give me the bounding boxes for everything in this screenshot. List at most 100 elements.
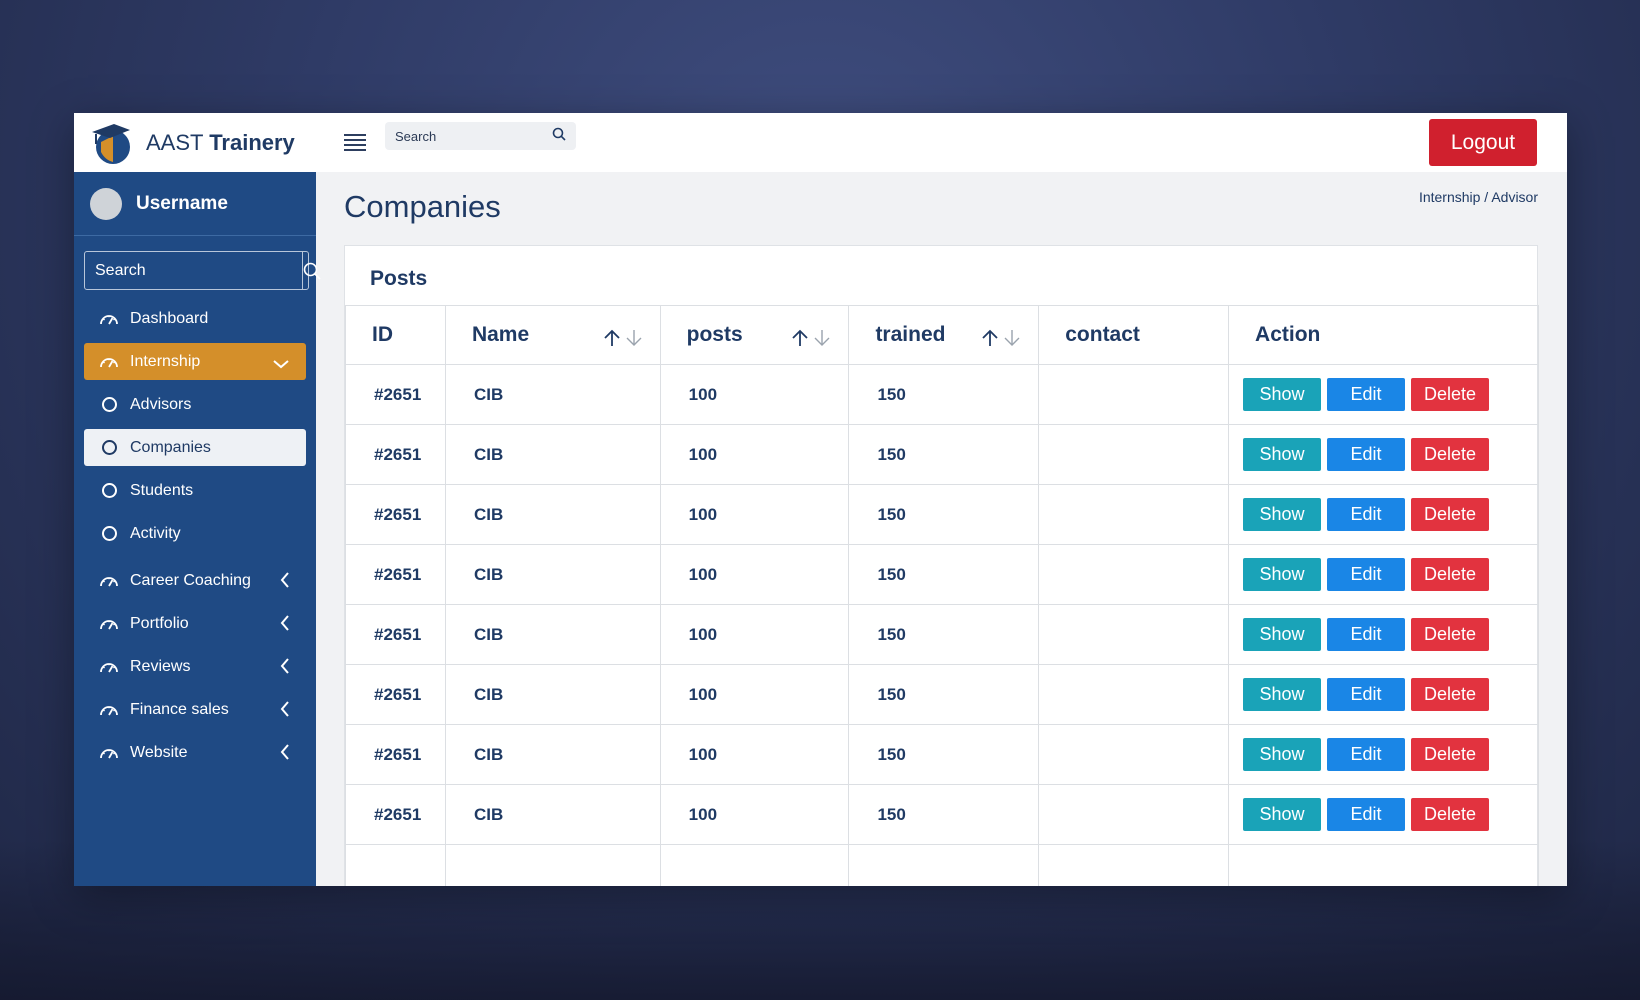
column-header-contact: contact	[1038, 305, 1230, 365]
search-icon	[303, 262, 321, 280]
sort-arrows-icon[interactable]	[790, 328, 832, 348]
hamburger-menu-icon[interactable]	[344, 131, 366, 151]
sidebar-item-companies[interactable]: Companies	[84, 429, 306, 466]
sidebar-item-students[interactable]: Students	[84, 472, 306, 509]
sidebar-item-career-coaching[interactable]: Career Coaching	[84, 562, 306, 599]
gauge-icon	[98, 355, 120, 369]
edit-button[interactable]: Edit	[1327, 618, 1406, 651]
edit-button[interactable]: Edit	[1327, 438, 1406, 471]
table-header-row: ID Name posts trained contact Action	[345, 305, 1539, 365]
sidebar-item-label: Advisors	[130, 395, 192, 413]
cell-actions: Show Edit Delete	[1228, 604, 1539, 665]
chevron-left-icon[interactable]	[280, 743, 290, 766]
chevron-left-icon[interactable]	[280, 571, 290, 594]
column-header-label: Name	[471, 323, 530, 346]
column-header-label: posts	[686, 323, 743, 346]
chevron-left-icon[interactable]	[280, 614, 290, 637]
table-row: #2651 CIB 100 150 Show Edit Delete	[345, 484, 1539, 545]
show-button[interactable]: Show	[1243, 498, 1322, 531]
avatar[interactable]	[90, 187, 122, 220]
table-row: #2651 CIB 100 150 Show Edit Delete	[345, 424, 1539, 485]
sidebar-item-activity[interactable]: Activity	[84, 515, 306, 552]
chevron-down-icon[interactable]	[272, 356, 290, 374]
delete-button[interactable]: Delete	[1411, 438, 1490, 471]
column-header-name[interactable]: Name	[444, 305, 661, 365]
delete-button[interactable]: Delete	[1411, 798, 1490, 831]
cell-empty	[444, 844, 661, 886]
delete-button[interactable]: Delete	[1411, 738, 1490, 771]
sidebar-item-label: Portfolio	[130, 614, 189, 632]
cell-actions: Show Edit Delete	[1228, 724, 1539, 785]
sidebar-item-website[interactable]: Website	[84, 734, 306, 771]
cell-actions: Show Edit Delete	[1228, 364, 1539, 425]
sidebar-item-portfolio[interactable]: Portfolio	[84, 605, 306, 642]
cell-id: #2651	[345, 664, 446, 725]
edit-button[interactable]: Edit	[1327, 558, 1406, 591]
table-row: #2651 CIB 100 150 Show Edit Delete	[345, 664, 1539, 725]
column-header-posts[interactable]: posts	[659, 305, 850, 365]
sort-arrows-icon[interactable]	[602, 328, 644, 348]
posts-card: Posts ID Name posts trained contact Action #2…	[344, 245, 1539, 886]
sidebar-item-dashboard[interactable]: Dashboard	[84, 300, 306, 337]
breadcrumb[interactable]: Internship / Advisor	[1418, 189, 1538, 205]
edit-button[interactable]: Edit	[1327, 738, 1406, 771]
sidebar-item-internship[interactable]: Internship	[84, 343, 306, 380]
cell-name: CIB	[444, 664, 661, 725]
chevron-left-icon[interactable]	[280, 700, 290, 723]
cell-id: #2651	[345, 604, 446, 665]
show-button[interactable]: Show	[1243, 378, 1322, 411]
top-search-box	[385, 122, 576, 150]
circle-icon	[98, 483, 120, 498]
cell-name: CIB	[444, 604, 661, 665]
edit-button[interactable]: Edit	[1327, 798, 1406, 831]
edit-button[interactable]: Edit	[1327, 678, 1406, 711]
brand-name: AAST Trainery	[146, 129, 295, 155]
sidebar-search-input[interactable]	[85, 252, 302, 289]
cell-contact	[1038, 604, 1230, 665]
cell-trained: 150	[848, 484, 1040, 545]
show-button[interactable]: Show	[1243, 798, 1322, 831]
logout-button[interactable]: Logout	[1429, 119, 1537, 166]
cell-id: #2651	[345, 484, 446, 545]
column-header-label: ID	[372, 323, 393, 346]
show-button[interactable]: Show	[1243, 558, 1322, 591]
cell-actions: Show Edit Delete	[1228, 664, 1539, 725]
card-title: Posts	[370, 267, 428, 290]
show-button[interactable]: Show	[1243, 618, 1322, 651]
brand[interactable]: AAST Trainery	[74, 113, 316, 172]
cell-id: #2651	[345, 364, 446, 425]
show-button[interactable]: Show	[1243, 678, 1322, 711]
table-row: #2651 CIB 100 150 Show Edit Delete	[345, 544, 1539, 605]
show-button[interactable]: Show	[1243, 738, 1322, 771]
sidebar-item-finance-sales[interactable]: Finance sales	[84, 691, 306, 728]
sidebar-item-label: Companies	[130, 438, 211, 456]
delete-button[interactable]: Delete	[1411, 618, 1490, 651]
delete-button[interactable]: Delete	[1411, 558, 1490, 591]
column-header-trained[interactable]: trained	[848, 305, 1040, 365]
top-search-input[interactable]	[395, 128, 545, 144]
cell-name: CIB	[444, 544, 661, 605]
delete-button[interactable]: Delete	[1411, 678, 1490, 711]
cell-empty	[1038, 844, 1230, 886]
circle-icon	[98, 526, 120, 541]
show-button[interactable]: Show	[1243, 438, 1322, 471]
sidebar-search-button[interactable]	[302, 252, 321, 289]
cell-name: CIB	[444, 724, 661, 785]
sidebar-item-reviews[interactable]: Reviews	[84, 648, 306, 685]
cell-posts: 100	[659, 484, 850, 545]
edit-button[interactable]: Edit	[1327, 378, 1406, 411]
search-icon[interactable]	[552, 127, 566, 146]
sidebar-item-advisors[interactable]: Advisors	[84, 386, 306, 423]
cell-id: #2651	[345, 784, 446, 845]
circle-icon	[98, 440, 120, 455]
gauge-icon	[98, 574, 120, 588]
edit-button[interactable]: Edit	[1327, 498, 1406, 531]
sidebar-item-label: Activity	[130, 524, 181, 542]
delete-button[interactable]: Delete	[1411, 378, 1490, 411]
sidebar-item-label: Internship	[130, 352, 201, 370]
sort-arrows-icon[interactable]	[980, 328, 1022, 348]
chevron-left-icon[interactable]	[280, 657, 290, 680]
companies-table: ID Name posts trained contact Action #2651 CIB…	[345, 305, 1539, 886]
sidebar-item-label: Students	[130, 481, 194, 499]
delete-button[interactable]: Delete	[1411, 498, 1490, 531]
